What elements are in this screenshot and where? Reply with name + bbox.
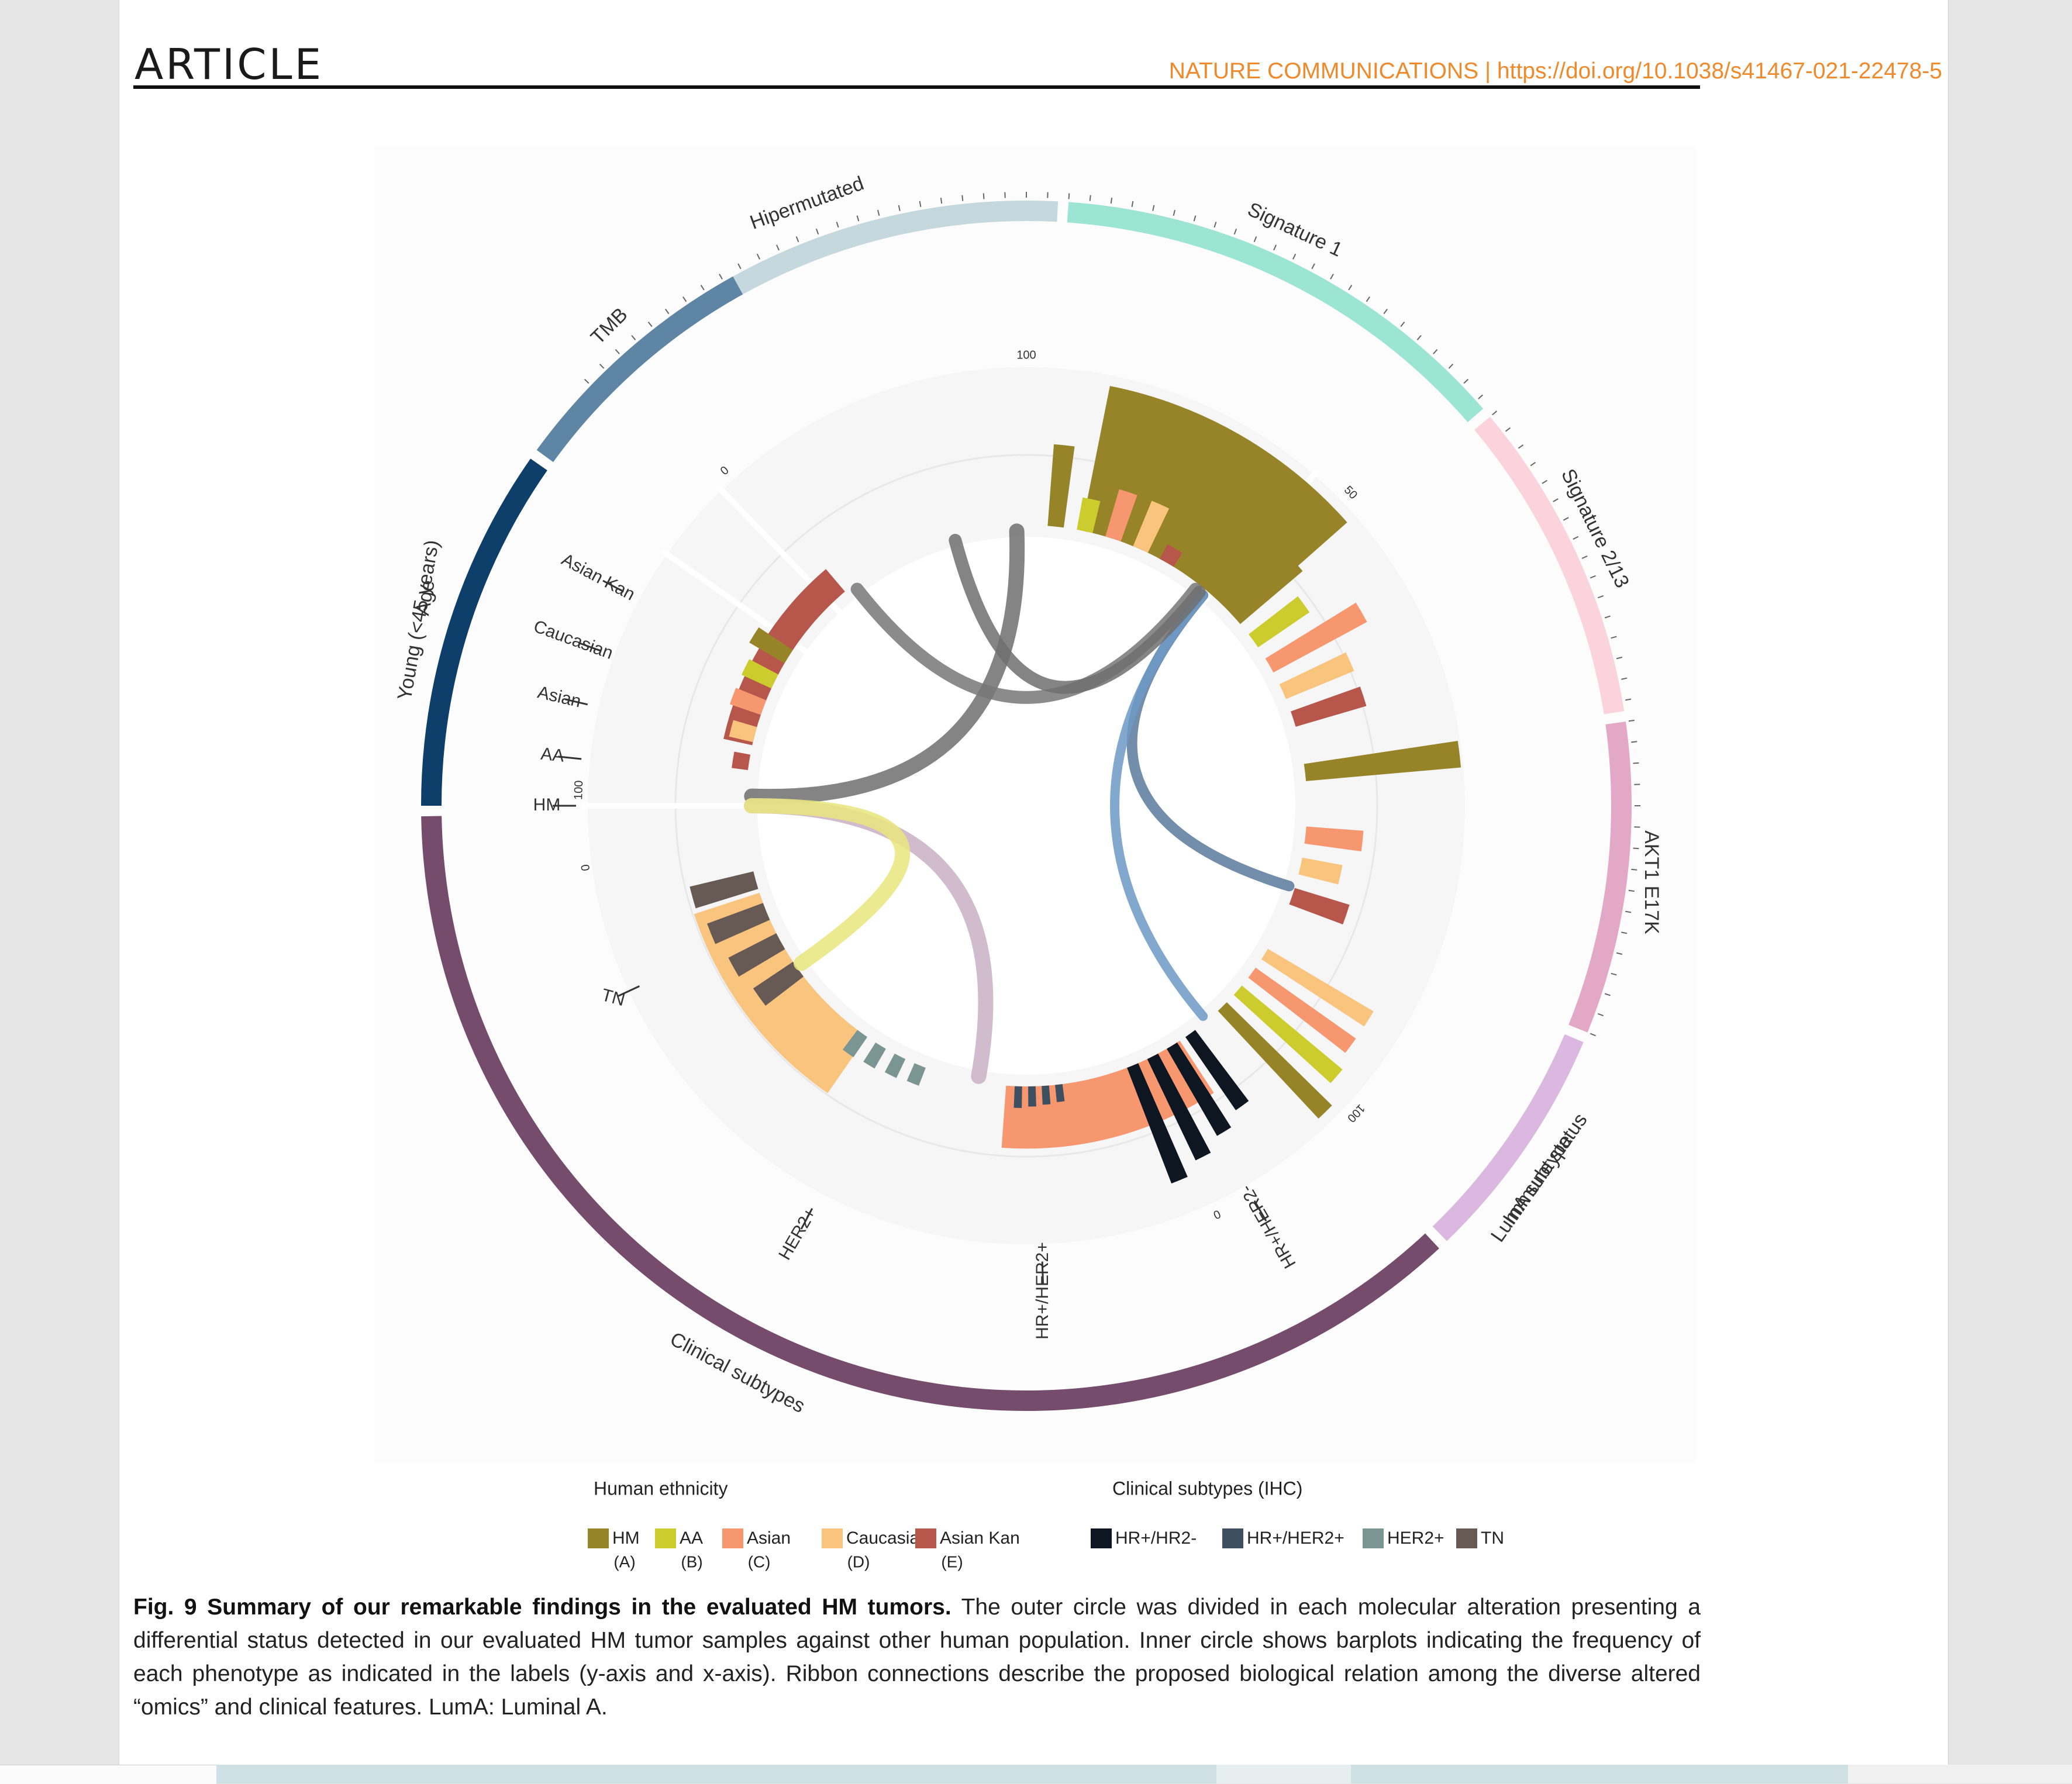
legend-swatch-1 bbox=[655, 1528, 676, 1548]
legend-sub-1: (B) bbox=[681, 1552, 702, 1571]
inner-tick-label: 100 bbox=[1016, 348, 1036, 361]
legend2-swatch-0 bbox=[1091, 1528, 1112, 1548]
legend-title-clinical: Clinical subtypes (IHC) bbox=[1112, 1478, 1302, 1499]
legend2-swatch-3 bbox=[1456, 1528, 1477, 1548]
bar-6-Asian-Kan bbox=[732, 751, 750, 769]
outer-label-3: AKT1 E17K bbox=[1640, 830, 1663, 934]
sector-label-7: HR+/HER2+ bbox=[1033, 1242, 1052, 1340]
legend-swatch-0 bbox=[588, 1528, 609, 1548]
legend-sub-0: (A) bbox=[613, 1552, 635, 1571]
outer-tick bbox=[1629, 720, 1635, 721]
outer-tick bbox=[1631, 869, 1637, 870]
outer-tick bbox=[962, 195, 963, 201]
outer-tick bbox=[1631, 741, 1637, 742]
sector-label-3: AA bbox=[540, 744, 565, 766]
outer-tick bbox=[941, 198, 942, 203]
clinical-bar-HR+/HER2+ bbox=[1028, 1086, 1036, 1107]
inner-tick-label: 100 bbox=[572, 780, 585, 800]
legend2-swatch-1 bbox=[1222, 1528, 1243, 1548]
legend2-label-0: HR+/HR2- bbox=[1115, 1528, 1197, 1548]
bottom-blank bbox=[0, 1765, 216, 1784]
outer-tick bbox=[1090, 195, 1091, 201]
legend2-label-1: HR+/HER2+ bbox=[1247, 1528, 1344, 1548]
sector-label-4: HM bbox=[533, 795, 561, 815]
clinical-bar-HR+/HER2+ bbox=[1014, 1086, 1022, 1108]
legend-sub-2: (C) bbox=[748, 1552, 771, 1571]
legend-label-0: HM bbox=[612, 1528, 640, 1548]
legend-label-1: AA bbox=[680, 1528, 703, 1548]
legend2-swatch-2 bbox=[1363, 1528, 1384, 1548]
outer-tick bbox=[1069, 194, 1070, 199]
legend2-label-3: TN bbox=[1481, 1528, 1504, 1548]
legend-swatch-2 bbox=[722, 1528, 743, 1548]
clinical-bar-HR+/HER2+ bbox=[1042, 1085, 1050, 1105]
legend-label-2: Asian bbox=[747, 1528, 791, 1548]
legend-label-4: Asian Kan bbox=[940, 1528, 1020, 1548]
legend-title-ethnicity: Human ethnicity bbox=[594, 1478, 728, 1499]
legend-swatch-3 bbox=[822, 1528, 843, 1548]
legend-sub-3: (D) bbox=[847, 1552, 870, 1571]
legend-swatch-4 bbox=[915, 1528, 936, 1548]
thumbnail-strip-highlight bbox=[1216, 1765, 1351, 1783]
outer-tick bbox=[1633, 763, 1639, 764]
figure-caption: Fig. 9 Summary of our remarkable finding… bbox=[133, 1590, 1701, 1724]
caption-bold: Fig. 9 Summary of our remarkable finding… bbox=[133, 1595, 951, 1620]
legend-sub-4: (E) bbox=[941, 1552, 963, 1571]
thumbnail-strip[interactable] bbox=[216, 1765, 1848, 1783]
outer-tick bbox=[1633, 848, 1639, 849]
outer-tick bbox=[1111, 198, 1112, 203]
legend2-label-2: HER2+ bbox=[1387, 1528, 1444, 1548]
